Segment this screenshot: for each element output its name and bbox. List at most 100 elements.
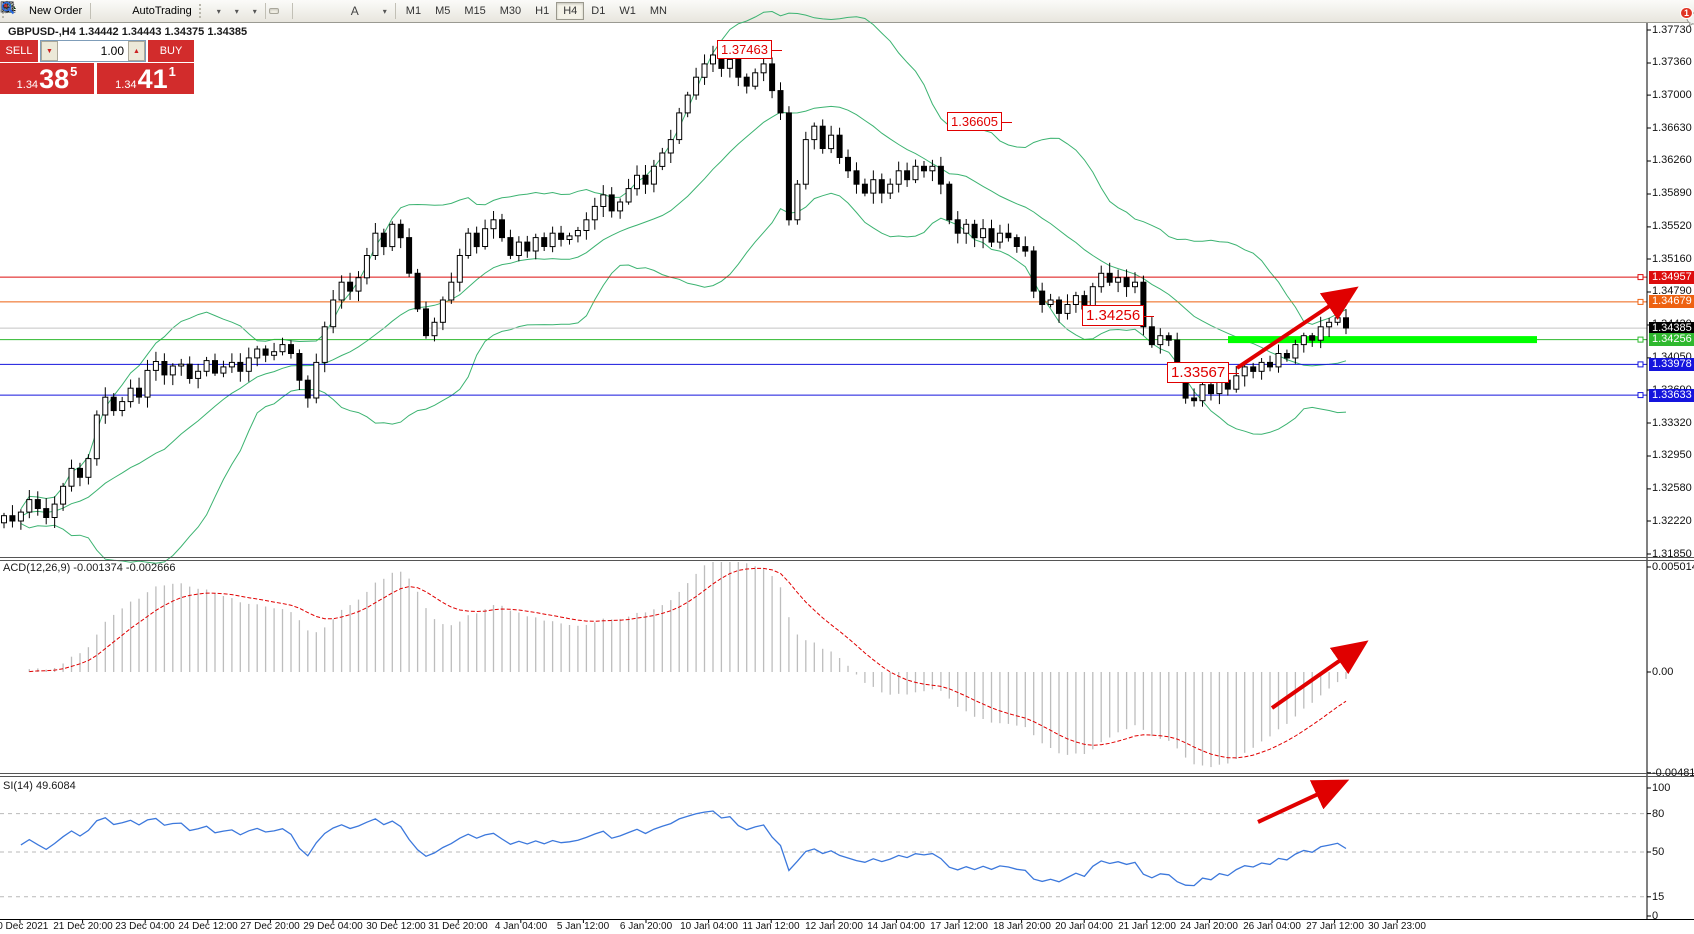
time-label: 31 Dec 20:00 (428, 921, 488, 932)
one-click-trade-panel: SELL ▼ ▲ BUY 1.34 38 5 1.34 41 1 (0, 40, 194, 94)
price-label-1.33633: 1.33633 (1649, 389, 1694, 402)
sell-price-big: 38 (39, 64, 70, 94)
time-label: 29 Dec 04:00 (303, 921, 363, 932)
price-tick: 1.37730 (1652, 24, 1692, 36)
price-callout-1.36605[interactable]: 1.36605 (947, 112, 1012, 131)
macd-histogram (28, 562, 1347, 768)
time-label: 23 Dec 04:00 (115, 921, 175, 932)
time-label: 21 Dec 20:00 (53, 921, 113, 932)
toolbar-grip (198, 4, 206, 18)
volume-increase-button[interactable]: ▲ (128, 41, 145, 61)
svg-text:T: T (5, 3, 11, 13)
trend-arrow-rsi[interactable] (1257, 779, 1350, 824)
timeframe-mn[interactable]: MN (649, 5, 667, 17)
time-label: 18 Jan 20:00 (993, 921, 1051, 932)
time-label: 24 Dec 12:00 (178, 921, 238, 932)
sell-price[interactable]: 1.34 38 5 (0, 63, 94, 94)
time-label: 27 Dec 20:00 (240, 921, 300, 932)
buy-price-big: 41 (137, 64, 168, 94)
separator (291, 3, 293, 19)
buy-price[interactable]: 1.34 41 1 (97, 63, 194, 94)
price-tick: 1.34790 (1652, 285, 1692, 297)
timeframe-m15[interactable]: M15 (464, 5, 486, 17)
line-handle[interactable] (1637, 336, 1644, 343)
price-callout-1.33567[interactable]: 1.33567 (1167, 362, 1240, 383)
price-label-1.33978: 1.33978 (1649, 358, 1694, 371)
bollinger-upper (20, 10, 1347, 510)
time-label: 14 Jan 04:00 (867, 921, 925, 932)
price-tick: 1.37000 (1652, 89, 1692, 101)
rsi-axis-15: 15 (1652, 891, 1665, 903)
timeframe-m30[interactable]: M30 (499, 5, 522, 17)
candlestick-series (1, 45, 1349, 530)
price-tick: 1.32220 (1652, 515, 1692, 527)
timeframe-m5[interactable]: M5 (435, 5, 451, 17)
line-handle[interactable] (1637, 361, 1644, 368)
volume-decrease-button[interactable]: ▼ (41, 41, 58, 61)
rsi-axis-100: 100 (1652, 782, 1671, 794)
line-handle[interactable] (1637, 274, 1644, 281)
price-label-1.34385: 1.34385 (1649, 322, 1694, 335)
line-handle[interactable] (1637, 298, 1644, 305)
time-label: 21 Jan 12:00 (1118, 921, 1176, 932)
time-label: 12 Jan 20:00 (805, 921, 863, 932)
text-tool-icon[interactable]: A (350, 4, 359, 18)
rsi-axis-80: 80 (1652, 808, 1665, 820)
symbol-ohlc-line: GBPUSD-,H4 1.34442 1.34443 1.34375 1.343… (8, 26, 248, 38)
timeframe-group: M1 M5 M15 M30 H1 H4 D1 W1 MN (399, 2, 674, 20)
rsi-label: SI(14) 49.6084 (3, 780, 76, 792)
toolbar: New Order AutoTrading (0, 0, 1694, 27)
volume-spinner: ▼ ▲ (40, 40, 146, 62)
price-callout-1.34256[interactable]: 1.34256 (1082, 305, 1155, 326)
price-callout-1.37463[interactable]: 1.37463 (717, 40, 782, 59)
bollinger-bands (20, 10, 1347, 564)
price-tick: 1.35520 (1652, 220, 1692, 232)
line-handle[interactable] (1637, 392, 1644, 399)
bollinger-middle (20, 105, 1347, 517)
timeframe-h4[interactable]: H4 (556, 2, 585, 20)
support-band[interactable] (1228, 336, 1537, 344)
buy-button[interactable]: BUY (148, 40, 194, 62)
separator (394, 3, 396, 19)
notification-badge: 1 (1679, 7, 1693, 19)
sell-button[interactable]: SELL (0, 40, 38, 62)
horizontal-lines (0, 274, 1647, 399)
time-label: 24 Jan 20:00 (1180, 921, 1238, 932)
macd-label: ACD(12,26,9) -0.001374 -0.002666 (3, 562, 176, 574)
timeframe-d1[interactable]: D1 (591, 5, 606, 17)
timeframe-w1[interactable]: W1 (619, 5, 636, 17)
price-label-1.34957: 1.34957 (1649, 271, 1694, 284)
timeframe-h1[interactable]: H1 (535, 5, 550, 17)
buy-price-sup: 1 (168, 64, 176, 79)
price-tick: 1.36630 (1652, 122, 1692, 134)
price-tick: 1.32580 (1652, 482, 1692, 494)
bollinger-lower (20, 192, 1347, 564)
separator (90, 3, 92, 19)
rsi-axis-50: 50 (1652, 846, 1665, 858)
macd-axis-0.005014: 0.005014 (1652, 561, 1694, 573)
price-tick: 1.35890 (1652, 187, 1692, 199)
text-label-tool-icon[interactable]: T (1, 1, 374, 14)
time-label: 26 Jan 04:00 (1243, 921, 1301, 932)
svg-text:F: F (12, 8, 16, 14)
timeframe-m1[interactable]: M1 (405, 5, 422, 17)
price-tick: 1.36260 (1652, 154, 1692, 166)
trend-arrow-macd[interactable] (1270, 640, 1369, 710)
volume-input[interactable] (58, 41, 128, 61)
time-label: 5 Jan 12:00 (556, 921, 610, 932)
macd-axis--0.004812: -0.004812 (1652, 767, 1694, 779)
price-tick: 1.37360 (1652, 56, 1692, 68)
trend-arrow-main[interactable] (1235, 286, 1359, 370)
time-label: 10 Jan 04:00 (680, 921, 738, 932)
time-label: 6 Jan 20:00 (619, 921, 673, 932)
sell-price-prefix: 1.34 (16, 79, 39, 91)
autotrading-label: AutoTrading (132, 5, 192, 17)
price-label-1.34256: 1.34256 (1649, 333, 1694, 346)
time-label: 30 Dec 12:00 (366, 921, 426, 932)
time-label: 20 Jan 04:00 (1055, 921, 1113, 932)
time-label: 27 Jan 12:00 (1306, 921, 1364, 932)
time-label: 4 Jan 04:00 (494, 921, 548, 932)
time-label: 17 Jan 12:00 (930, 921, 988, 932)
